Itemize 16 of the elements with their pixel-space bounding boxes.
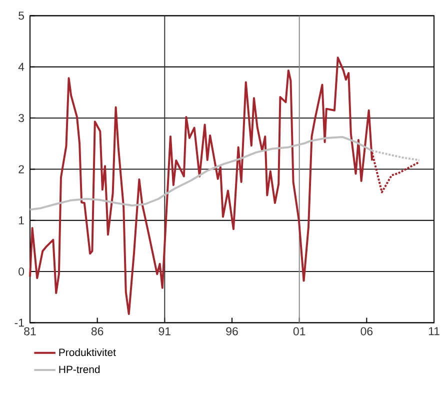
y-tick-label: 5 — [18, 12, 24, 20]
y-tick-label: 1 — [18, 216, 24, 224]
legend-label: HP-trend — [59, 365, 100, 374]
x-tick-label: 11 — [428, 327, 440, 336]
y-tick-label: 4 — [18, 62, 24, 71]
x-tick-label: 06 — [360, 327, 373, 336]
legend-label: Produktivitet — [59, 348, 116, 356]
y-tick-label: -1 — [14, 318, 24, 327]
x-tick-label: 91 — [158, 327, 170, 336]
y-tick-label: 0 — [18, 267, 24, 276]
x-tick-label: 01 — [293, 327, 306, 336]
y-tick-label: 2 — [18, 165, 24, 174]
x-tick-label: 96 — [226, 327, 238, 336]
y-tick-label: 3 — [18, 114, 24, 122]
x-tick-label: 81 — [24, 327, 36, 336]
x-tick-label: 86 — [91, 327, 104, 336]
